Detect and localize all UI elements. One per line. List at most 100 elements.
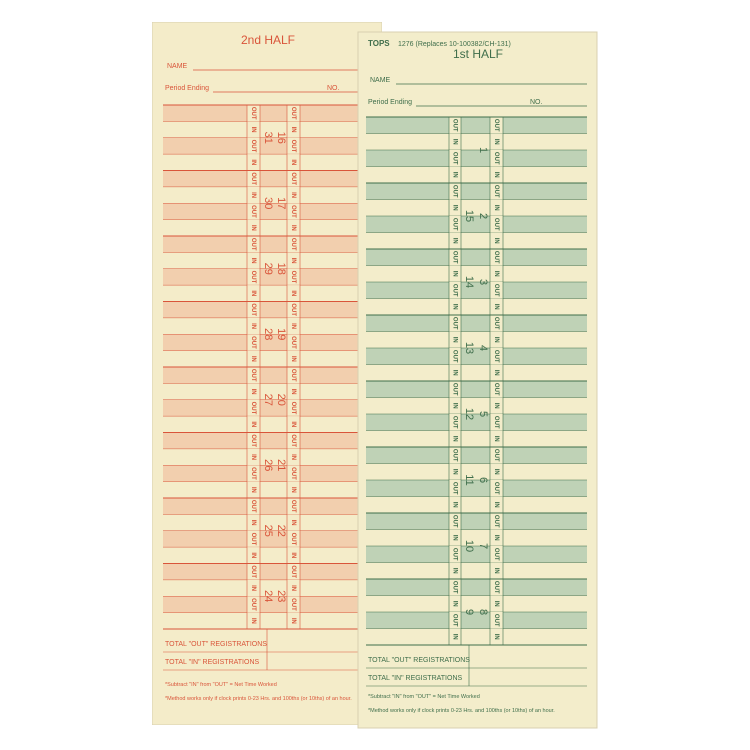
reg-label: OUT xyxy=(290,303,296,316)
reg-label: OUT xyxy=(250,402,256,415)
row-shade xyxy=(366,348,587,365)
card: TOPS 1276 (Replaces 10-100382/CH-131)1st … xyxy=(357,31,598,729)
label-cell xyxy=(247,186,260,204)
label-cell xyxy=(449,430,461,447)
reg-label: IN xyxy=(290,258,296,264)
label-cell xyxy=(247,317,260,335)
reg-label: OUT xyxy=(250,533,256,546)
label-cell xyxy=(490,315,503,332)
label-cell xyxy=(490,331,503,348)
label-cell xyxy=(287,579,300,597)
reg-label: IN xyxy=(493,634,499,640)
reg-label: IN xyxy=(451,535,457,541)
reg-label: IN xyxy=(451,139,457,145)
reg-label: OUT xyxy=(493,251,499,264)
label-cell xyxy=(287,350,300,367)
reg-label: OUT xyxy=(290,467,296,480)
reg-label: IN xyxy=(493,370,499,376)
label-cell xyxy=(287,186,300,204)
reg-label: OUT xyxy=(250,303,256,316)
reg-label: IN xyxy=(250,225,256,231)
row-shade xyxy=(163,268,382,286)
label-cell xyxy=(449,480,461,497)
label-cell xyxy=(490,595,503,612)
label-cell xyxy=(490,529,503,546)
label-cell xyxy=(287,383,300,400)
row-shade xyxy=(163,563,382,580)
row-shade xyxy=(163,367,382,384)
row-shade xyxy=(163,301,382,318)
label-cell xyxy=(247,236,260,253)
label-cell xyxy=(247,350,260,367)
label-cell xyxy=(247,154,260,171)
day-number: 12 xyxy=(463,408,475,420)
label-cell xyxy=(490,496,503,513)
reg-label: IN xyxy=(451,205,457,211)
day-number: 4 xyxy=(477,345,489,351)
label-cell xyxy=(449,150,461,167)
row-shade xyxy=(366,612,587,629)
day-number: 19 xyxy=(275,328,287,340)
label-cell xyxy=(287,530,300,548)
row-shade xyxy=(366,381,587,398)
label-cell xyxy=(449,529,461,546)
label-cell xyxy=(449,496,461,513)
label-cell xyxy=(247,203,260,220)
label-cell xyxy=(247,547,260,564)
label-cell xyxy=(449,612,461,629)
row-shade xyxy=(366,117,587,134)
label-cell xyxy=(449,265,461,282)
reg-label: IN xyxy=(493,535,499,541)
note: *Method works only if clock prints 0-23 … xyxy=(368,708,555,714)
reg-label: IN xyxy=(451,568,457,574)
label-cell xyxy=(287,481,300,498)
reg-label: IN xyxy=(493,568,499,574)
label-cell xyxy=(287,219,300,236)
reg-label: OUT xyxy=(493,416,499,429)
label-cell xyxy=(490,117,503,134)
row-shade xyxy=(366,150,587,167)
reg-label: OUT xyxy=(451,152,457,165)
label-cell xyxy=(490,232,503,249)
reg-label: OUT xyxy=(493,581,499,594)
label-cell xyxy=(247,416,260,433)
label-cell xyxy=(247,137,260,155)
reg-label: IN xyxy=(290,487,296,493)
label-cell xyxy=(490,612,503,629)
reg-label: IN xyxy=(290,389,296,395)
label-cell xyxy=(247,252,260,269)
label-cell xyxy=(490,265,503,282)
reg-label: OUT xyxy=(451,383,457,396)
label-cell xyxy=(490,216,503,233)
reg-label: IN xyxy=(250,127,256,133)
label-cell xyxy=(247,334,260,351)
note: *Subtract "IN" from "OUT" = Net Time Wor… xyxy=(165,682,277,688)
reg-label: OUT xyxy=(493,218,499,231)
reg-label: OUT xyxy=(451,614,457,627)
label-cell xyxy=(449,216,461,233)
reg-label: IN xyxy=(493,403,499,409)
reg-label: OUT xyxy=(451,482,457,495)
label-cell xyxy=(449,513,461,530)
reg-label: OUT xyxy=(250,565,256,578)
reg-label: OUT xyxy=(451,581,457,594)
day-number: 9 xyxy=(463,609,475,615)
reg-label: OUT xyxy=(290,238,296,251)
period-label: Period Ending xyxy=(368,99,412,106)
reg-label: OUT xyxy=(493,449,499,462)
label-cell xyxy=(287,563,300,580)
label-cell xyxy=(287,154,300,171)
reg-label: IN xyxy=(451,172,457,178)
day-number: 22 xyxy=(275,525,287,537)
reg-label: IN xyxy=(451,304,457,310)
label-cell xyxy=(287,317,300,335)
reg-label: IN xyxy=(250,520,256,526)
day-number: 8 xyxy=(477,609,489,615)
row-shade xyxy=(163,498,382,515)
label-cell xyxy=(490,546,503,563)
reg-label: OUT xyxy=(250,205,256,218)
reg-label: OUT xyxy=(493,482,499,495)
no-label: NO. xyxy=(327,85,340,92)
label-cell xyxy=(449,595,461,612)
reg-label: IN xyxy=(250,192,256,198)
